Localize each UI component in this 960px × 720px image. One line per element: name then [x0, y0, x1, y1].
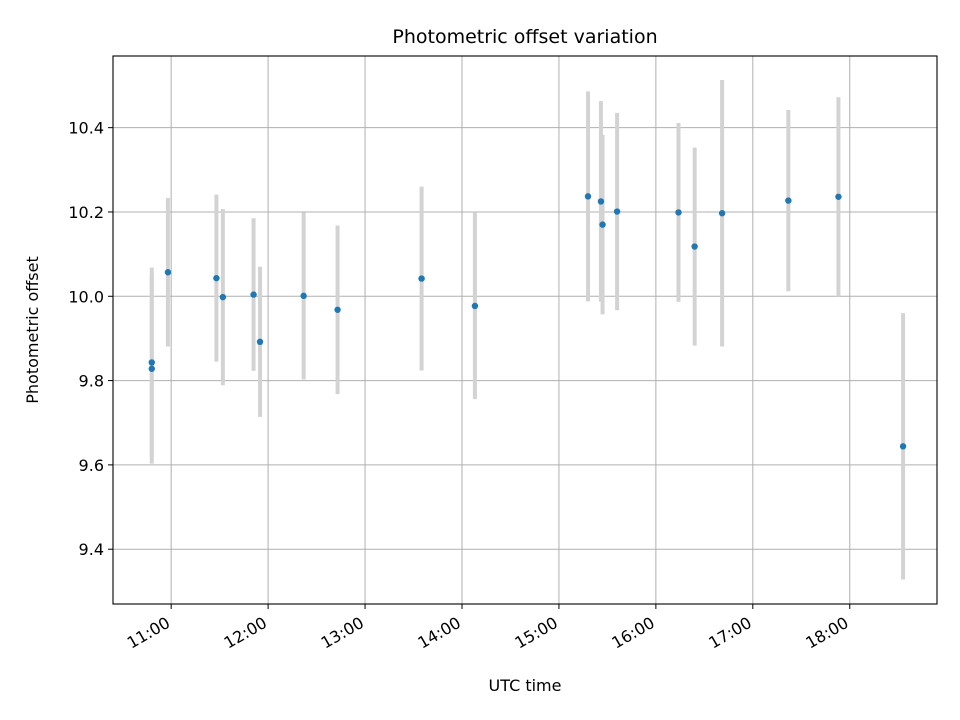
data-point	[613, 208, 621, 215]
data-point	[256, 338, 264, 346]
y-axis-ticks: 9.4 9.6 9.8 10.0 10.2 10.4	[68, 119, 113, 559]
data-point	[300, 292, 307, 300]
data-point	[213, 274, 220, 282]
y-tick-label: 10.0	[68, 287, 104, 306]
data-point	[148, 359, 155, 366]
grid	[113, 56, 937, 604]
data-point	[718, 210, 726, 217]
data-point	[835, 193, 842, 200]
data-point	[691, 243, 698, 250]
data-point	[148, 365, 155, 372]
chart-title: Photometric offset variation	[392, 26, 657, 48]
data-point	[471, 302, 479, 310]
data-point	[675, 209, 682, 216]
data-point	[334, 306, 341, 313]
y-axis-label: Photometric offset	[23, 256, 42, 404]
x-axis-label: UTC time	[489, 676, 562, 695]
data-point	[584, 193, 592, 200]
y-tick-label: 9.4	[79, 540, 104, 559]
y-tick-label: 9.6	[79, 456, 104, 475]
data-point	[599, 221, 606, 228]
plot-frame	[112, 55, 938, 605]
data-point	[219, 293, 227, 301]
data-points	[148, 193, 907, 450]
y-tick-label: 10.2	[68, 203, 104, 222]
y-tick-label: 10.4	[68, 119, 104, 138]
data-point	[418, 275, 425, 282]
data-point	[597, 198, 605, 205]
data-point	[785, 197, 792, 204]
data-point	[164, 269, 172, 276]
y-tick-label: 9.8	[79, 372, 104, 391]
data-point	[899, 443, 907, 450]
data-point	[250, 291, 257, 298]
